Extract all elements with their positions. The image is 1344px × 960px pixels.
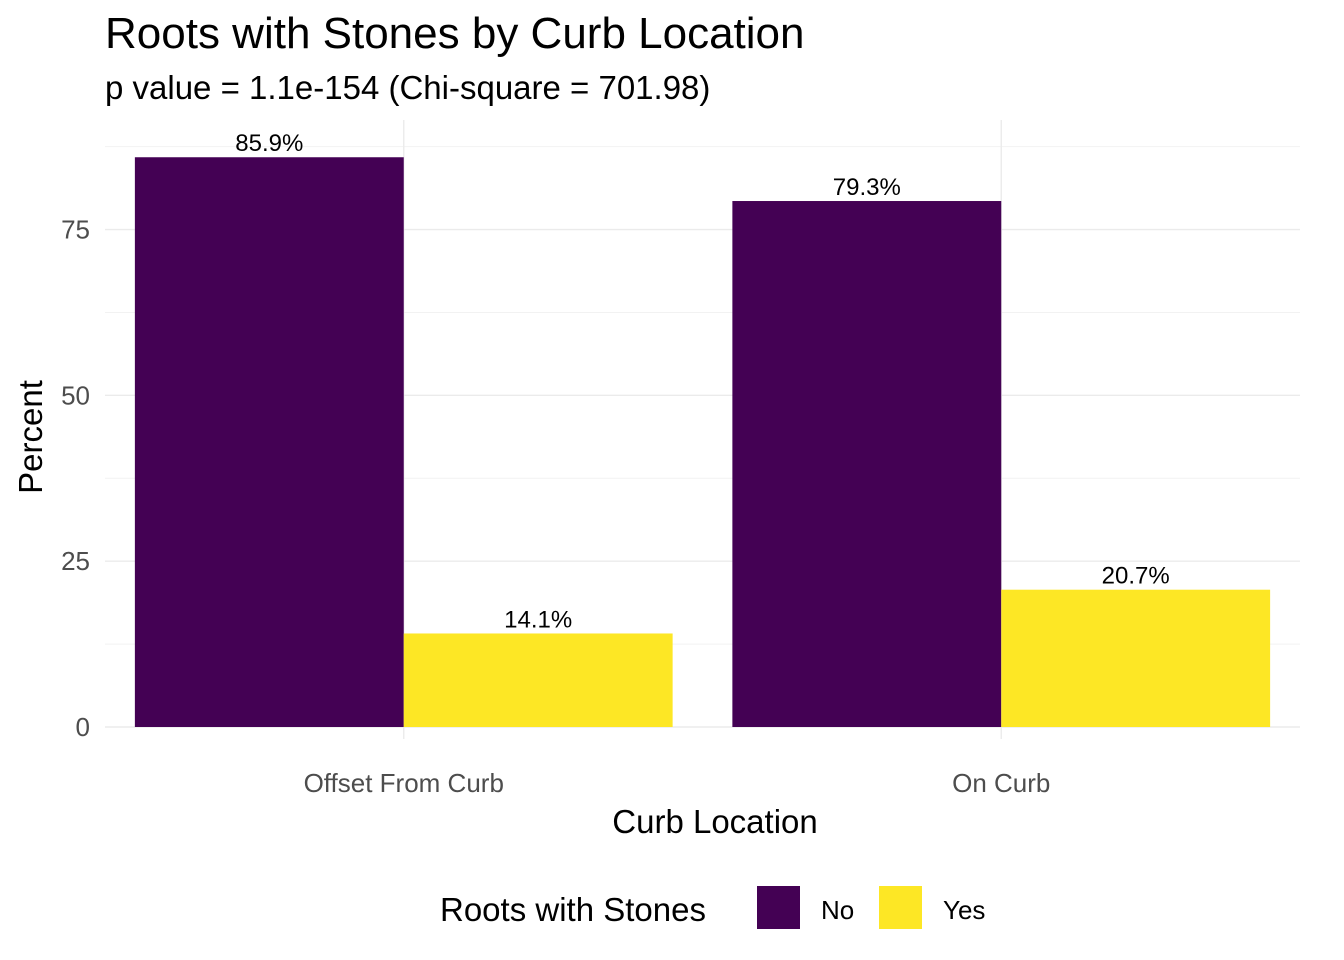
bar-yes-0 bbox=[403, 633, 673, 727]
y-tick-label-3: 75 bbox=[61, 215, 90, 245]
legend: Roots with Stones No Yes bbox=[440, 886, 985, 929]
data-label-yes-0: 14.1% bbox=[504, 606, 572, 633]
legend-title: Roots with Stones bbox=[440, 891, 706, 928]
legend-items: No Yes bbox=[757, 886, 985, 929]
legend-swatch-yes bbox=[879, 886, 922, 929]
data-labels: 85.9% 14.1% 79.3% 20.7% bbox=[235, 130, 1169, 633]
bar-no-1 bbox=[732, 201, 1002, 727]
y-axis-ticks: 0 25 50 75 bbox=[61, 215, 90, 742]
chart-title: Roots with Stones by Curb Location bbox=[105, 9, 805, 58]
y-tick-label-2: 50 bbox=[61, 380, 90, 410]
data-label-no-0: 85.9% bbox=[235, 130, 303, 157]
chart-subtitle: p value = 1.1e-154 (Chi-square = 701.98) bbox=[105, 69, 710, 106]
bars bbox=[134, 157, 1271, 728]
data-label-no-1: 79.3% bbox=[833, 174, 901, 201]
x-axis-title: Curb Location bbox=[612, 803, 817, 840]
data-label-yes-1: 20.7% bbox=[1102, 563, 1170, 590]
y-axis-title: Percent bbox=[12, 380, 49, 494]
x-axis-ticks: Offset From Curb On Curb bbox=[304, 768, 1051, 798]
bar-no-0 bbox=[134, 157, 404, 728]
bar-yes-1 bbox=[1001, 589, 1271, 727]
y-tick-label-1: 25 bbox=[61, 546, 90, 576]
x-tick-label-0: Offset From Curb bbox=[304, 768, 504, 798]
y-tick-label-0: 0 bbox=[76, 712, 90, 742]
legend-label-no: No bbox=[821, 895, 854, 925]
legend-swatch-no bbox=[757, 886, 800, 929]
x-tick-label-1: On Curb bbox=[952, 768, 1050, 798]
legend-label-yes: Yes bbox=[943, 895, 985, 925]
